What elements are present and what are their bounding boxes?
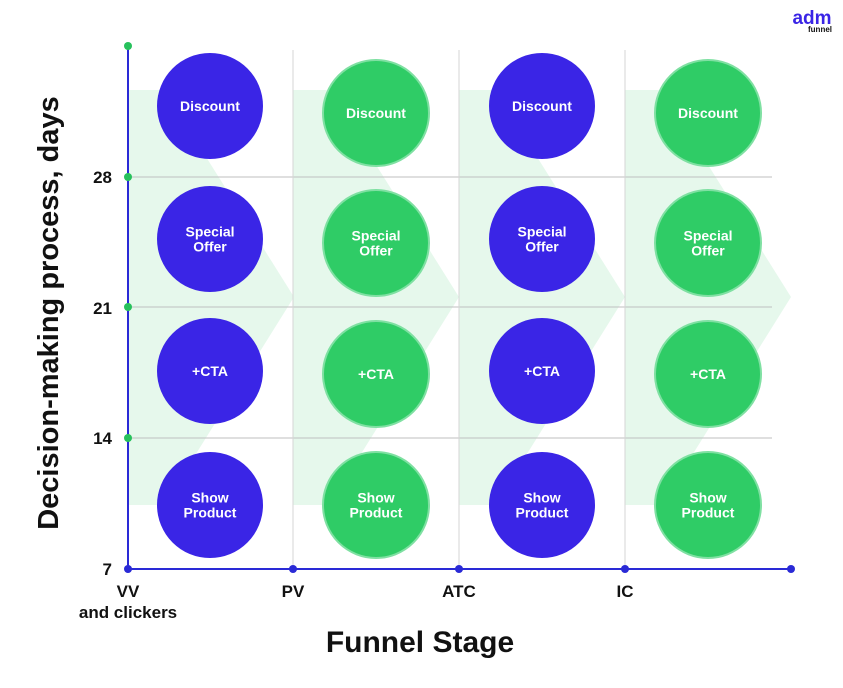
y-tick-label: 21 (93, 299, 112, 318)
x-axis-dot (124, 565, 132, 573)
tactic-label: Product (350, 505, 403, 521)
tactic-label: Discount (512, 98, 572, 114)
tactic-label: +CTA (524, 363, 560, 379)
tactic-label: Product (184, 505, 237, 521)
tactic-circle-shape (654, 189, 762, 297)
tactic-label: Offer (193, 239, 227, 255)
tactic-label: Discount (346, 105, 406, 121)
x-tick-label: VV (117, 582, 140, 601)
y-axis-dot (124, 434, 132, 442)
x-tick-label: IC (617, 582, 634, 601)
tactic-circle-0: Discount (489, 53, 595, 159)
tactic-circle-2: +CTA (157, 318, 263, 424)
tactic-label: Product (516, 505, 569, 521)
x-tick-sublabel: and clickers (79, 603, 177, 622)
grid-lines (128, 50, 772, 569)
tactic-circle-shape (489, 318, 595, 424)
tactic-label: Special (517, 224, 566, 240)
tactic-circles: DiscountSpecialOffer+CTAShowProductDisco… (157, 53, 762, 559)
tactic-circle-shape (322, 320, 430, 428)
y-tick-label: 14 (93, 429, 112, 448)
tactic-label: Special (683, 228, 732, 244)
tactic-circle-0: Discount (322, 59, 430, 167)
tactic-label: +CTA (690, 366, 726, 382)
y-tick-label: 28 (93, 168, 112, 187)
tactic-circle-2: +CTA (654, 320, 762, 428)
tactic-label: Discount (678, 105, 738, 121)
brand-logo: adm funnel (792, 8, 832, 34)
logo-word: funnel (808, 25, 832, 34)
y-axis-dot (124, 173, 132, 181)
tactic-label: Offer (359, 243, 393, 259)
tactic-circle-shape (654, 451, 762, 559)
tactic-label: +CTA (358, 366, 394, 382)
tactic-circle-shape (654, 320, 762, 428)
y-tick-labels: 7 14 21 28 (93, 168, 112, 579)
x-axis-dot (621, 565, 629, 573)
logo-mark: adm (792, 8, 831, 29)
y-tick-label: 7 (103, 560, 112, 579)
x-tick-labels: VV and clickers PV ATC IC (79, 582, 634, 622)
y-axis-dot (124, 303, 132, 311)
tactic-circle-shape (322, 59, 430, 167)
tactic-circle-shape (157, 318, 263, 424)
y-axis-dot (124, 42, 132, 50)
y-axis-title: Decision-making process, days (33, 96, 65, 530)
tactic-label: Show (689, 490, 726, 506)
x-axis-dot (787, 565, 795, 573)
tactic-circle-2: +CTA (489, 318, 595, 424)
tactic-circle-shape (157, 53, 263, 159)
tactic-label: +CTA (192, 363, 228, 379)
tactic-label: Offer (525, 239, 559, 255)
tactic-circle-shape (489, 452, 595, 558)
tactic-circle-0: Discount (654, 59, 762, 167)
tactic-circle-2: +CTA (322, 320, 430, 428)
tactic-label: Discount (180, 98, 240, 114)
tactic-circle-shape (322, 189, 430, 297)
x-tick-label: ATC (442, 582, 476, 601)
x-tick-label: PV (282, 582, 305, 601)
tactic-circle-shape (654, 59, 762, 167)
x-axis-dot (455, 565, 463, 573)
tactic-circle-0: Discount (157, 53, 263, 159)
tactic-label: Product (682, 505, 735, 521)
tactic-label: Special (351, 228, 400, 244)
x-axis-dot (289, 565, 297, 573)
tactic-label: Special (185, 224, 234, 240)
axes (124, 42, 795, 573)
tactic-circle-shape (322, 451, 430, 559)
x-axis-title: Funnel Stage (326, 626, 514, 659)
tactic-label: Show (357, 490, 394, 506)
tactic-circle-shape (157, 186, 263, 292)
tactic-circle-shape (489, 186, 595, 292)
tactic-circle-shape (489, 53, 595, 159)
tactic-label: Show (191, 490, 228, 506)
tactic-label: Offer (691, 243, 725, 259)
tactic-label: Show (523, 490, 560, 506)
tactic-circle-shape (157, 452, 263, 558)
